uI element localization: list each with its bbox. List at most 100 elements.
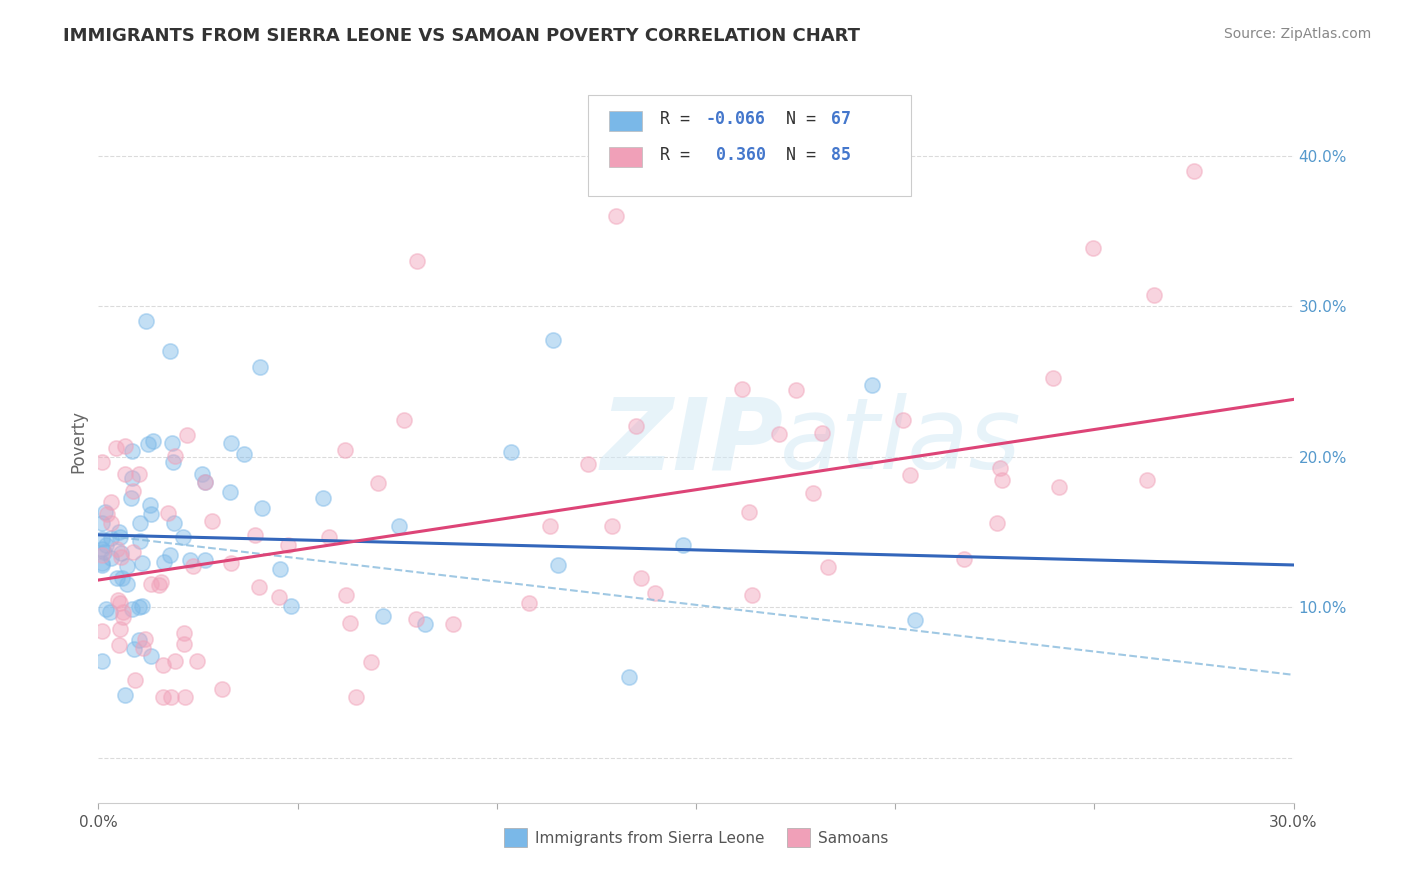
Point (392, 413, 415, 427)
Text: atlas: atlas (779, 393, 1021, 490)
Point (114, 439, 136, 453)
Point (131, 599, 153, 613)
Point (100, 531, 122, 545)
Point (128, 633, 150, 648)
Text: ZIP: ZIP (600, 393, 783, 490)
Point (1047, 480, 1070, 494)
Point (318, 530, 340, 544)
Point (243, 528, 266, 542)
Point (630, 571, 652, 585)
Point (1182, 163, 1205, 178)
Text: IMMIGRANTS FROM SIERRA LEONE VS SAMOAN POVERTY CORRELATION CHART: IMMIGRANTS FROM SIERRA LEONE VS SAMOAN P… (63, 27, 860, 45)
Point (114, 467, 136, 482)
Point (898, 467, 921, 482)
Point (153, 556, 176, 570)
Point (91, 556, 114, 570)
Y-axis label: Poverty: Poverty (69, 410, 87, 473)
Point (179, 553, 201, 567)
Point (122, 483, 145, 498)
Point (96, 507, 118, 521)
Point (111, 605, 134, 619)
Text: N =: N = (786, 145, 825, 164)
Point (671, 538, 693, 552)
Point (128, 467, 150, 481)
Point (269, 562, 291, 576)
Point (619, 670, 641, 684)
FancyBboxPatch shape (609, 147, 643, 167)
Point (333, 443, 356, 458)
Point (986, 516, 1008, 530)
Point (121, 444, 143, 458)
Point (108, 530, 131, 544)
Text: Source: ZipAtlas.com: Source: ZipAtlas.com (1223, 27, 1371, 41)
Point (173, 636, 195, 650)
Point (124, 673, 146, 687)
Point (110, 546, 132, 560)
Point (162, 455, 184, 469)
Point (121, 602, 143, 616)
Point (1081, 241, 1104, 255)
Point (1143, 287, 1166, 301)
Point (163, 516, 186, 531)
Point (360, 655, 382, 669)
Point (91, 516, 114, 531)
Point (541, 334, 564, 348)
Point (100, 551, 122, 566)
Point (371, 608, 394, 623)
Point (247, 581, 270, 595)
Point (249, 360, 271, 375)
Point (277, 538, 299, 552)
Point (160, 690, 183, 705)
Point (904, 613, 927, 627)
Point (191, 467, 214, 481)
Point (801, 486, 824, 500)
Point (139, 498, 162, 512)
Point (160, 435, 183, 450)
Point (141, 507, 163, 521)
Point (785, 383, 807, 397)
Point (129, 516, 152, 530)
Point (157, 506, 180, 520)
Point (173, 626, 195, 640)
Point (405, 612, 427, 626)
Point (96, 602, 118, 616)
Point (605, 209, 627, 223)
Point (112, 609, 135, 624)
Point (94, 537, 117, 551)
FancyBboxPatch shape (609, 111, 643, 131)
Point (91, 654, 114, 668)
Point (120, 491, 142, 505)
Point (141, 648, 163, 663)
Point (98, 606, 121, 620)
Point (221, 435, 243, 450)
Point (517, 596, 540, 610)
Point (176, 428, 198, 442)
Point (811, 425, 834, 440)
Point (267, 591, 290, 605)
Point (100, 495, 122, 509)
Point (817, 560, 839, 574)
Text: R =: R = (661, 110, 700, 128)
Point (165, 654, 187, 668)
Point (91, 558, 114, 572)
Point (107, 524, 129, 539)
Text: R =: R = (661, 145, 700, 164)
Point (860, 378, 883, 392)
Point (122, 545, 145, 559)
Point (367, 476, 389, 491)
Point (600, 519, 623, 533)
Point (738, 505, 761, 519)
Point (93, 545, 115, 559)
Text: N =: N = (786, 110, 825, 128)
Point (108, 622, 131, 636)
Point (988, 461, 1011, 475)
Point (547, 558, 569, 572)
Point (121, 471, 143, 485)
Point (111, 570, 134, 584)
Point (142, 434, 165, 449)
FancyBboxPatch shape (589, 95, 911, 196)
Point (107, 593, 129, 607)
Point (91, 549, 114, 563)
Point (132, 640, 155, 655)
Point (731, 382, 754, 396)
